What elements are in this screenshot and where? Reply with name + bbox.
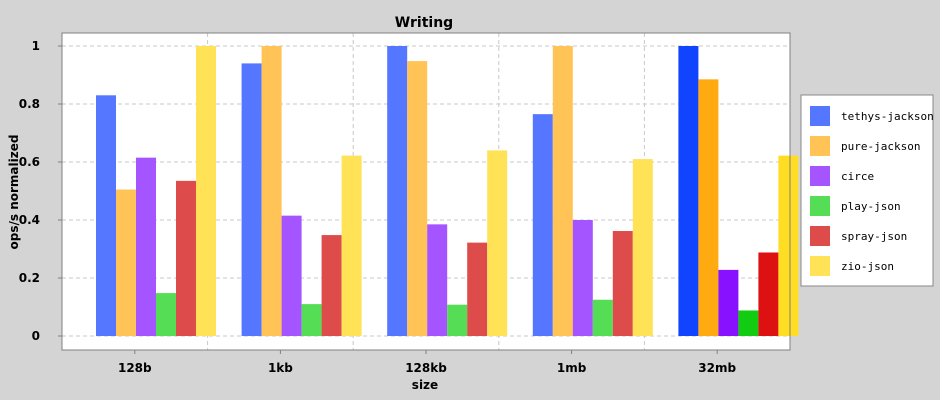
legend-swatch-play-json [810, 196, 830, 216]
bar-tethys-jackson-128kb [387, 46, 408, 336]
legend-label-spray-json: spray-json [841, 230, 907, 243]
legend: tethys-jackson pure-jackson circe play-json… [800, 94, 934, 287]
y-tick-label: 0.4 [19, 213, 40, 227]
legend-label-pure-jackson: pure-jackson [841, 140, 920, 153]
bar-spray-json-128b [176, 180, 196, 336]
bar-circe-32mb [718, 269, 739, 336]
x-tick-label: 128b [118, 361, 152, 375]
chart-title: Writing [395, 15, 453, 31]
bar-circe-1kb [281, 215, 302, 336]
bars [96, 46, 799, 337]
bar-tethys-jackson-1mb [532, 114, 553, 337]
bar-zio-json-1kb [341, 155, 362, 336]
y-tick-label: 0.2 [19, 271, 40, 285]
x-tick-label: 1kb [268, 361, 293, 375]
legend-label-zio-json: zio-json [841, 260, 894, 273]
bar-pure-jackson-32mb [698, 79, 719, 336]
legend-swatch-pure-jackson [810, 136, 830, 156]
bar-play-json-32mb [738, 310, 759, 336]
y-tick-labels: 0 0.2 0.4 0.6 0.8 1 [19, 39, 40, 343]
bar-play-json-1mb [592, 299, 613, 336]
legend-swatch-circe [810, 166, 830, 186]
bar-zio-json-128b [196, 46, 216, 336]
y-tick-label: 0.8 [19, 97, 40, 111]
x-tick-label: 32mb [698, 361, 736, 375]
bar-circe-128b [136, 157, 156, 336]
bar-pure-jackson-128kb [407, 61, 428, 336]
legend-swatch-spray-json [810, 226, 830, 246]
bar-pure-jackson-1mb [552, 46, 573, 336]
bar-tethys-jackson-32mb [678, 46, 699, 336]
bar-pure-jackson-128b [116, 189, 136, 336]
bar-zio-json-1mb [632, 159, 653, 336]
legend-box [800, 94, 934, 287]
bar-zio-json-128kb [487, 150, 508, 336]
legend-label-circe: circe [841, 170, 874, 183]
bar-spray-json-128kb [467, 242, 488, 336]
y-axis-label: ops/s normalized [7, 135, 21, 250]
bar-play-json-128b [156, 293, 176, 336]
axes [58, 32, 791, 354]
y-tick-label: 0.6 [19, 155, 40, 169]
bar-tethys-jackson-1kb [241, 63, 262, 337]
bar-spray-json-32mb [758, 252, 779, 336]
legend-label-play-json: play-json [841, 200, 901, 213]
legend-swatch-zio-json [810, 256, 830, 276]
bar-play-json-1kb [301, 304, 322, 336]
x-axis-label: size [412, 378, 438, 392]
x-tick-label: 1mb [557, 361, 587, 375]
bar-play-json-128kb [447, 304, 468, 336]
legend-label-tethys-jackson: tethys-jackson [841, 110, 934, 123]
y-tick-label: 0 [32, 329, 40, 343]
y-tick-label: 1 [32, 39, 40, 53]
bar-tethys-jackson-128b [96, 95, 116, 336]
x-tick-labels: 128b 1kb 128kb 1mb 32mb [118, 361, 737, 375]
bar-spray-json-1mb [612, 231, 633, 336]
bar-circe-1mb [572, 220, 593, 336]
bar-circe-128kb [427, 224, 448, 336]
x-tick-label: 128kb [405, 361, 447, 375]
bar-zio-json-32mb [778, 155, 799, 336]
legend-items: tethys-jackson pure-jackson circe play-json… [810, 106, 934, 276]
legend-swatch-tethys-jackson [810, 106, 830, 126]
bar-spray-json-1kb [321, 235, 342, 336]
bar-pure-jackson-1kb [261, 46, 282, 336]
